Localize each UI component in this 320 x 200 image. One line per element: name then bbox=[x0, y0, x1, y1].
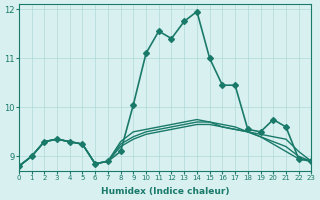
X-axis label: Humidex (Indice chaleur): Humidex (Indice chaleur) bbox=[101, 187, 229, 196]
